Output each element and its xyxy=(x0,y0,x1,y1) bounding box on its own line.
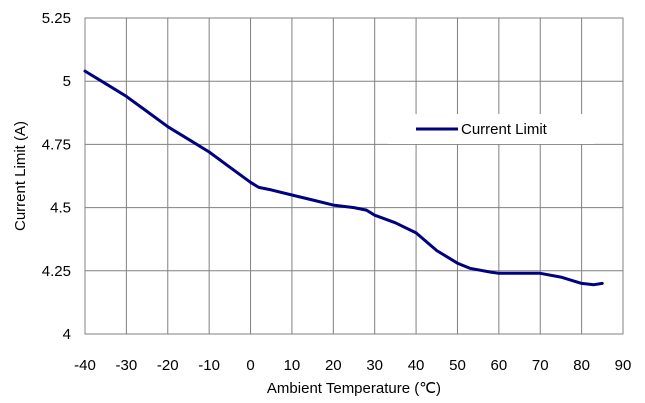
y-tick-label: 4.5 xyxy=(50,200,71,217)
x-tick-label: 70 xyxy=(532,357,549,374)
y-tick-label: 4.25 xyxy=(42,263,71,280)
x-tick-label: 50 xyxy=(449,357,466,374)
y-tick-label: 5.25 xyxy=(42,10,71,27)
x-axis-tick-labels: -40 -30 -20 -10 0 10 20 30 40 50 60 70 80 90 xyxy=(74,357,631,374)
y-tick-label: 4 xyxy=(63,326,71,343)
x-tick-label: 10 xyxy=(284,357,301,374)
y-tick-label: 4.75 xyxy=(42,136,71,153)
x-tick-label: 60 xyxy=(491,357,508,374)
series-line-0 xyxy=(83,69,604,287)
x-tick-label: 30 xyxy=(366,357,383,374)
legend-label-current-limit: Current Limit xyxy=(461,121,548,138)
x-tick-label: 0 xyxy=(246,357,254,374)
y-tick-label: 5 xyxy=(63,73,71,90)
legend: Current Limit xyxy=(388,114,594,144)
x-tick-label: 80 xyxy=(573,357,590,374)
plot-area-border xyxy=(84,17,624,335)
x-tick-label: -40 xyxy=(74,357,96,374)
y-axis-tick-labels: 4 4.25 4.5 4.75 5 5.25 xyxy=(42,10,71,343)
x-tick-label: 90 xyxy=(615,357,632,374)
x-tick-label: -10 xyxy=(198,357,220,374)
x-tick-label: 40 xyxy=(408,357,425,374)
x-axis-title: Ambient Temperature (℃) xyxy=(267,380,441,397)
x-tick-label: 20 xyxy=(325,357,342,374)
x-tick-label: -20 xyxy=(157,357,179,374)
gridlines xyxy=(84,17,624,335)
series-lines xyxy=(83,69,604,287)
y-axis-title: Current Limit (A) xyxy=(12,121,29,231)
x-tick-label: -30 xyxy=(116,357,138,374)
